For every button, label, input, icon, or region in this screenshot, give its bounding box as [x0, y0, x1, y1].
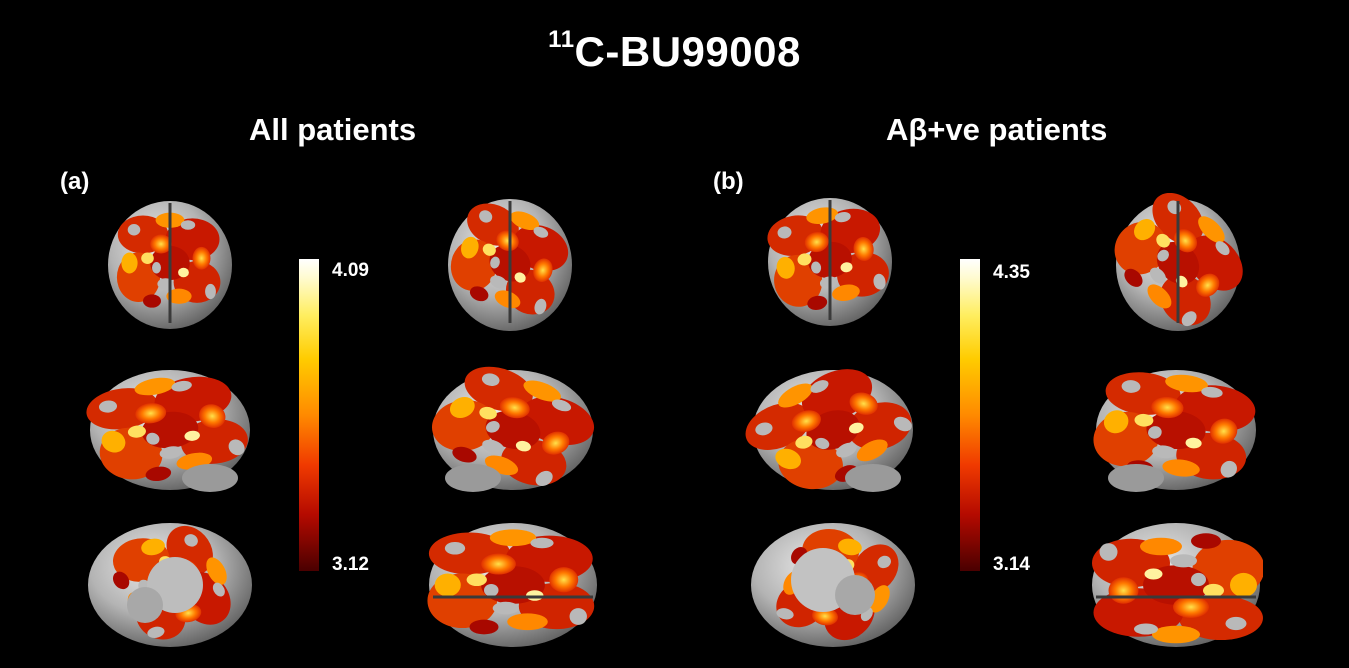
panel-a-brain-inferior: [88, 518, 252, 647]
figure-title: 11C-BU99008: [0, 26, 1349, 76]
panel-b-brain-posterior: [1108, 193, 1248, 333]
panel-b-label: (b): [713, 168, 744, 195]
panel-a-title: All patients: [249, 112, 417, 147]
panel-b-colorbar: [960, 259, 980, 571]
panel-a-colorbar-min: 3.12: [332, 554, 369, 575]
panel-a-brain-right-lateral: [425, 360, 600, 499]
panel-a-brain-left-lateral: [82, 364, 257, 492]
panel-a-colorbar: [299, 259, 319, 571]
panel-b-brain-right-lateral: [1088, 364, 1263, 492]
panel-b-brain-superior: [1092, 523, 1263, 647]
panel-b-colorbar-max: 4.35: [993, 262, 1030, 283]
panel-a-brain-posterior: [442, 193, 578, 331]
panel-a-brain-superior: [427, 523, 597, 647]
panel-b-brain-left-lateral: [745, 360, 920, 500]
title-superscript: 11: [548, 26, 575, 53]
panel-b-brain-anterior: [762, 198, 894, 326]
panel-a-label: (a): [60, 168, 90, 195]
panel-a-brain-anterior: [108, 201, 232, 329]
panel-b-brain-inferior: [751, 520, 915, 649]
panel-b-colorbar-min: 3.14: [993, 554, 1030, 575]
panel-b-title: Aβ+ve patients: [886, 112, 1108, 147]
title-main: C-BU99008: [574, 28, 801, 75]
panel-a-colorbar-max: 4.09: [332, 260, 369, 281]
